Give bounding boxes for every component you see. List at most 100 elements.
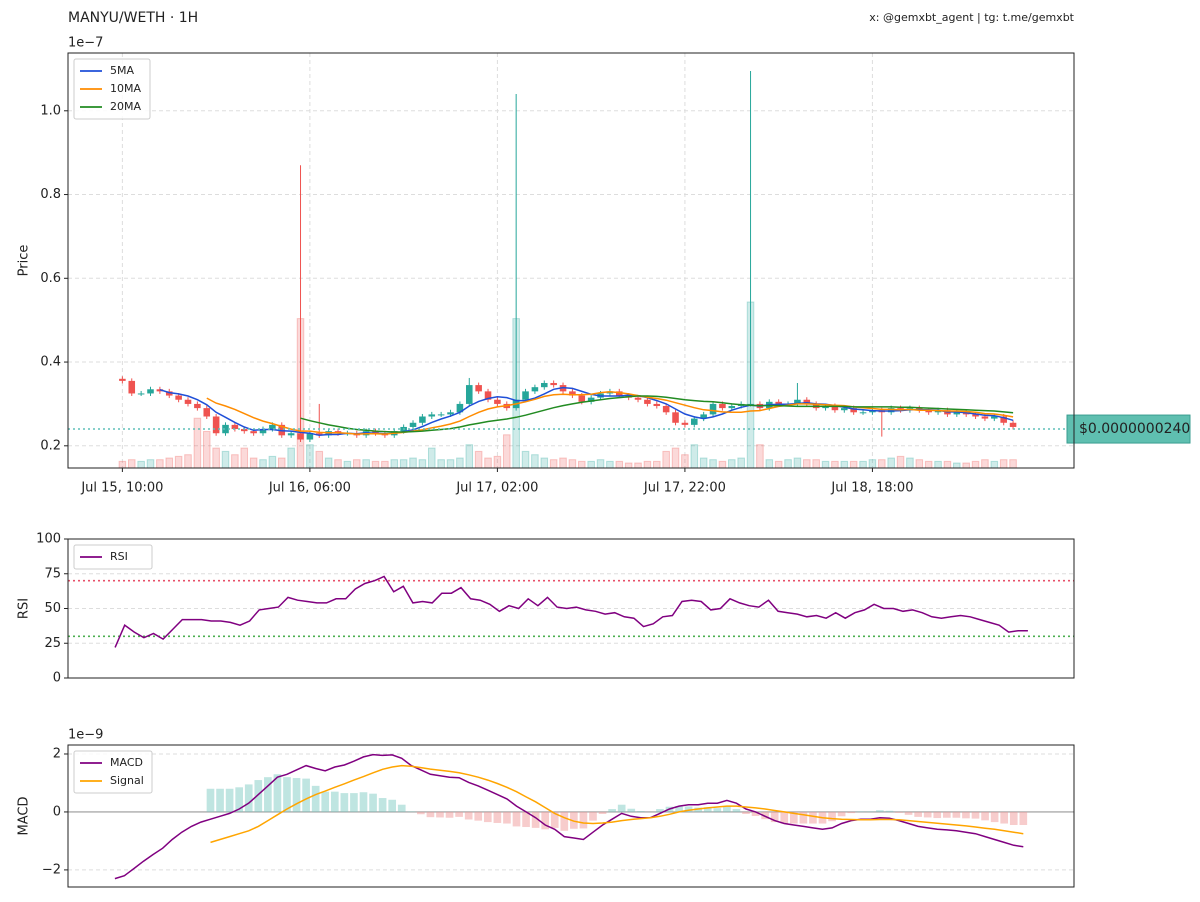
candle-body <box>841 408 848 411</box>
histogram-bar <box>856 811 865 812</box>
candle-body <box>925 410 932 413</box>
volume-bar <box>662 450 670 469</box>
x-tick-label: Jul 15, 10:00 <box>80 481 163 496</box>
histogram-bar <box>254 780 263 812</box>
y-tick-label: 100 <box>36 532 61 547</box>
volume-bar <box>915 459 924 469</box>
volume-bar <box>962 462 970 469</box>
volume-bar <box>999 459 1008 469</box>
y-tick-label: −2 <box>42 862 61 877</box>
volume-bar <box>193 417 202 469</box>
plot-frame <box>67 538 1075 679</box>
volume-bar <box>728 459 736 469</box>
volume-bar <box>615 460 624 469</box>
y-axis-label: Price <box>17 245 32 277</box>
candle-body <box>419 416 426 423</box>
histogram-bar <box>847 811 856 814</box>
volume-bar <box>324 457 333 469</box>
volume-bar <box>887 457 895 469</box>
volume-bar <box>821 460 830 469</box>
histogram-bar <box>340 793 349 812</box>
candle-body <box>137 393 145 395</box>
histogram-bar <box>426 811 435 818</box>
volume-bar <box>596 459 605 469</box>
candle-body <box>803 399 811 404</box>
candle-body <box>644 399 651 404</box>
histogram-bar <box>694 807 703 812</box>
histogram-bar <box>751 811 760 816</box>
volume-bar <box>465 444 474 469</box>
volume-bar <box>671 447 680 469</box>
volume-bar <box>981 459 989 469</box>
candle-body <box>297 433 304 440</box>
last-price-label: $0.0000000240 <box>1079 421 1190 437</box>
volume-bar <box>971 460 980 469</box>
volume-bar <box>906 457 914 469</box>
candle-body <box>212 416 220 434</box>
candle-body <box>222 424 229 434</box>
y-tick-label: 25 <box>44 636 61 651</box>
volume-bar <box>896 455 905 469</box>
volume-bar <box>240 447 249 469</box>
histogram-bar <box>971 811 980 819</box>
volume-bar <box>231 454 239 469</box>
candle-body <box>831 406 839 411</box>
y-tick-label: 2 <box>53 746 61 761</box>
volume-bar <box>427 447 436 469</box>
candle-body <box>859 412 867 414</box>
histogram-bar <box>904 811 913 815</box>
legend-label: RSI <box>110 550 128 563</box>
histogram-bar <box>703 807 712 812</box>
y-tick-label: 0.6 <box>40 271 61 286</box>
volume-bar <box>174 455 183 469</box>
histogram-bar <box>493 811 502 823</box>
volume-bar <box>277 457 286 469</box>
volume-bar <box>446 459 455 469</box>
histogram-bar <box>608 809 616 812</box>
candle-body <box>794 399 801 404</box>
candle-body <box>991 416 998 419</box>
candle-body <box>728 406 736 409</box>
histogram-bar <box>359 792 368 812</box>
histogram-bar <box>503 811 511 824</box>
volume-bar <box>990 460 999 469</box>
volume-bar <box>840 460 849 469</box>
histogram-bar <box>531 811 540 828</box>
volume-bar <box>784 459 792 469</box>
y-tick-label: 0 <box>53 804 61 819</box>
volume-bar <box>334 459 342 469</box>
volume-bar <box>653 460 661 469</box>
volume-bar <box>831 460 839 469</box>
volume-bar <box>418 459 427 469</box>
candle-body <box>269 424 276 430</box>
volume-bar <box>137 460 145 469</box>
volume-bar <box>681 454 689 469</box>
y-tick-label: 0.8 <box>40 187 61 202</box>
legend-box <box>73 750 153 794</box>
histogram-bar <box>809 811 817 824</box>
series-line <box>206 391 1014 435</box>
volume-bar <box>624 462 633 469</box>
histogram-bar <box>914 811 922 817</box>
volume-bar <box>184 454 192 469</box>
legend-label: 10MA <box>110 82 141 95</box>
candle-body <box>184 399 192 404</box>
histogram-bar <box>713 808 722 812</box>
volume-bar <box>127 459 136 469</box>
volume-bar <box>606 460 614 469</box>
volume-bar <box>634 462 642 469</box>
volume-bar <box>268 455 277 469</box>
histogram-bar <box>216 788 224 812</box>
volume-bar <box>878 459 886 469</box>
histogram-bar <box>512 811 521 827</box>
candle-body <box>681 422 689 425</box>
candle-body <box>1009 422 1017 427</box>
volume-bar <box>399 459 408 469</box>
histogram-bar <box>1019 811 1028 825</box>
histogram-bar <box>445 811 454 818</box>
volume-bar <box>156 459 164 469</box>
candle-body <box>119 378 126 381</box>
volume-bar <box>774 460 783 469</box>
histogram-bar <box>636 811 645 812</box>
